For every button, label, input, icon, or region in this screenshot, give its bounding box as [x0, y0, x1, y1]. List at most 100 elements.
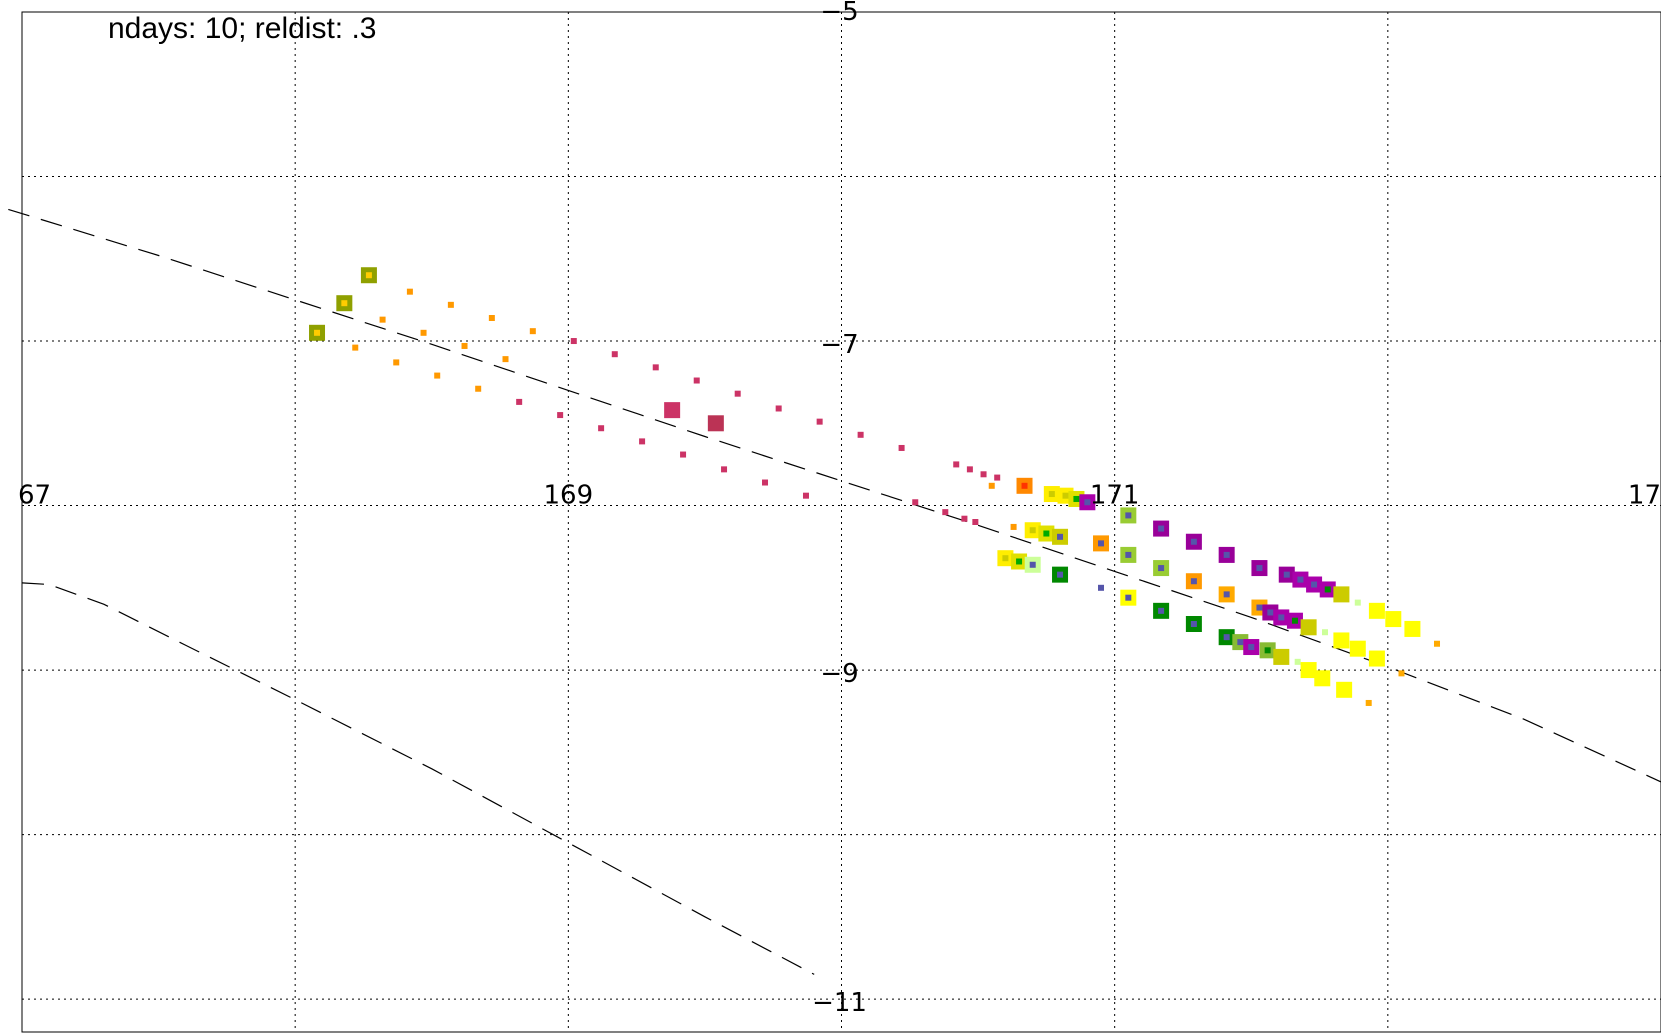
data-point: [942, 509, 949, 516]
data-point-center: [1338, 637, 1345, 644]
data-point-center: [341, 300, 348, 307]
data-point: [966, 466, 973, 473]
x-tick-label: 17: [1628, 481, 1661, 511]
data-point: [447, 301, 454, 308]
data-point: [802, 492, 809, 499]
x-tick-label: 169: [544, 481, 594, 511]
data-point-center: [1125, 512, 1132, 519]
data-point-center: [1278, 653, 1285, 660]
data-point: [762, 479, 769, 486]
x-tick-label: 67: [18, 481, 51, 511]
data-point: [502, 356, 509, 363]
data-point-center: [1256, 565, 1263, 572]
data-point: [516, 398, 523, 405]
data-point: [434, 372, 441, 379]
y-tick-label: −11: [812, 988, 867, 1018]
chart-annotation: ndays: 10; reldist: .3: [108, 12, 376, 45]
data-point-center: [1338, 591, 1345, 598]
data-point: [420, 329, 427, 336]
data-point-center: [1125, 594, 1132, 601]
data-point: [1010, 523, 1017, 530]
data-point-center: [1390, 616, 1397, 623]
data-point-center: [1283, 571, 1290, 578]
data-point: [406, 288, 413, 295]
data-point-center: [1297, 576, 1304, 583]
data-point-center: [1256, 604, 1263, 611]
data-point: [598, 425, 605, 432]
data-point-center: [1311, 581, 1318, 588]
data-point-center: [1098, 540, 1105, 547]
data-point-center: [1248, 644, 1255, 651]
data-point-center: [1190, 578, 1197, 585]
data-point: [734, 390, 741, 397]
data-point: [1365, 699, 1372, 706]
data-point: [529, 328, 536, 335]
data-point-center: [1002, 555, 1009, 562]
data-point: [461, 342, 468, 349]
data-point-center: [1373, 607, 1380, 614]
data-point: [652, 364, 659, 371]
data-point: [693, 377, 700, 384]
data-point-center: [1237, 639, 1244, 646]
data-point: [775, 405, 782, 412]
data-point: [912, 499, 919, 506]
data-point-center: [1048, 491, 1055, 498]
data-point: [475, 385, 482, 392]
data-point: [1398, 670, 1405, 677]
data-point-center: [1409, 625, 1416, 632]
data-point-center: [1319, 675, 1326, 682]
data-point: [393, 359, 400, 366]
data-point-center: [1264, 647, 1271, 654]
data-point: [857, 431, 864, 438]
data-point-center: [365, 272, 372, 279]
data-point: [953, 461, 960, 468]
data-point: [961, 515, 968, 522]
data-point: [1434, 640, 1441, 647]
data-point: [898, 444, 905, 451]
data-point: [680, 451, 687, 458]
plot-frame: [21, 11, 1661, 1033]
data-point-center: [1029, 561, 1036, 568]
data-point-center: [1029, 527, 1036, 534]
data-point: [379, 316, 386, 323]
data-point: [816, 418, 823, 425]
data-point-center: [1373, 655, 1380, 662]
data-point-center: [1267, 609, 1274, 616]
data-point: [988, 482, 995, 489]
data-point: [570, 338, 577, 345]
data-point: [980, 471, 987, 478]
data-point: [664, 402, 681, 419]
data-point: [488, 315, 495, 321]
data-point-center: [1021, 482, 1028, 489]
data-point-center: [314, 329, 321, 336]
data-point-center: [1158, 525, 1165, 532]
data-point-center: [1223, 551, 1230, 558]
data-point-center: [1324, 586, 1331, 593]
tick-labels: 67 169 171 17 −5 −7 −9 −11: [18, 0, 1661, 1018]
data-point-center: [1158, 565, 1165, 572]
data-point-center: [1073, 495, 1080, 502]
track-line: [8, 208, 1661, 783]
grid-lines: [21, 11, 1661, 1032]
data-point: [1294, 658, 1301, 665]
y-tick-label: −9: [820, 659, 858, 689]
data-point-center: [1190, 538, 1197, 545]
data-point: [1354, 599, 1361, 606]
y-tick-label: −7: [820, 330, 858, 360]
data-point: [721, 466, 728, 473]
data-point-center: [1278, 614, 1285, 621]
data-point-center: [1291, 617, 1298, 624]
data-point-center: [1084, 499, 1091, 506]
data-point-center: [1305, 624, 1312, 631]
data-point-center: [1341, 686, 1348, 693]
x-tick-label: 171: [1090, 481, 1140, 511]
data-point-center: [1125, 551, 1132, 558]
data-point-center: [1354, 645, 1361, 652]
track-lines: [8, 208, 1661, 975]
data-point-center: [1043, 530, 1050, 537]
data-point-center: [1158, 607, 1165, 614]
data-point: [1322, 629, 1329, 636]
y-tick-label: −5: [820, 0, 858, 27]
data-point: [639, 438, 646, 445]
